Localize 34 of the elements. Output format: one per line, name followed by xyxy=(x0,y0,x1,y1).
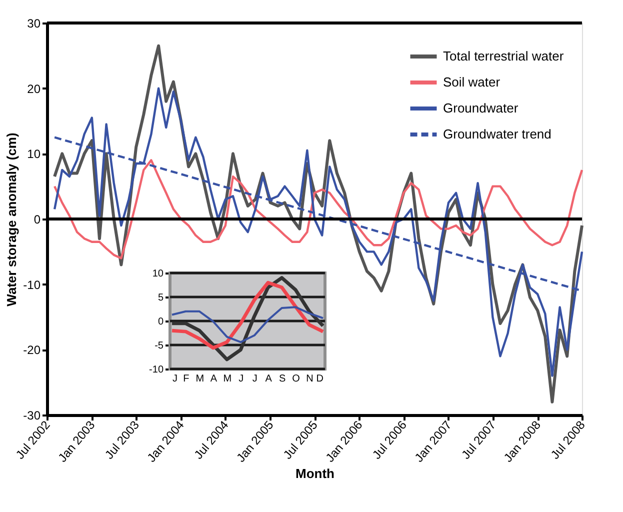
y-tick-label: -30 xyxy=(23,408,41,422)
line-series xyxy=(53,159,584,260)
x-tick-label: F xyxy=(183,374,190,384)
y-axis-title: Water storage anomaly (cm) xyxy=(4,132,20,306)
x-tick-label: J xyxy=(238,374,244,384)
x-tick-label: A xyxy=(210,374,218,384)
x-tick-label: J xyxy=(252,374,258,384)
x-tick-label: D xyxy=(316,374,324,384)
line-series xyxy=(170,276,325,362)
legend-label: Soil water xyxy=(443,74,501,90)
y-tick-label: 0 xyxy=(34,212,41,226)
y-tick-label: 10 xyxy=(152,268,164,280)
y-tick-label: -5 xyxy=(154,340,164,352)
x-axis-title: Month xyxy=(296,466,335,482)
legend-label: Groundwater xyxy=(443,100,519,116)
y-tick-label: -20 xyxy=(23,343,41,358)
x-tick-label: J xyxy=(172,374,178,384)
line-series xyxy=(170,280,325,350)
x-tick-label: M xyxy=(196,374,204,384)
y-tick-label: 30 xyxy=(27,16,41,30)
y-tick-label: 0 xyxy=(158,316,164,328)
x-tick-label: O xyxy=(292,374,300,384)
x-tick-label: S xyxy=(278,374,286,384)
x-tick-label: M xyxy=(223,374,232,384)
y-tick-label: 20 xyxy=(27,82,41,96)
x-tick-label: N xyxy=(306,374,314,384)
y-tick-label: 10 xyxy=(27,147,41,162)
legend-label: Total terrestrial water xyxy=(443,48,564,64)
legend-label: Groundwater trend xyxy=(443,126,552,142)
y-tick-label: -10 xyxy=(149,364,164,376)
y-tick-label: 5 xyxy=(158,292,164,304)
y-tick-label: -10 xyxy=(23,278,41,292)
x-tick-label: A xyxy=(265,374,272,384)
line-series xyxy=(171,306,324,344)
